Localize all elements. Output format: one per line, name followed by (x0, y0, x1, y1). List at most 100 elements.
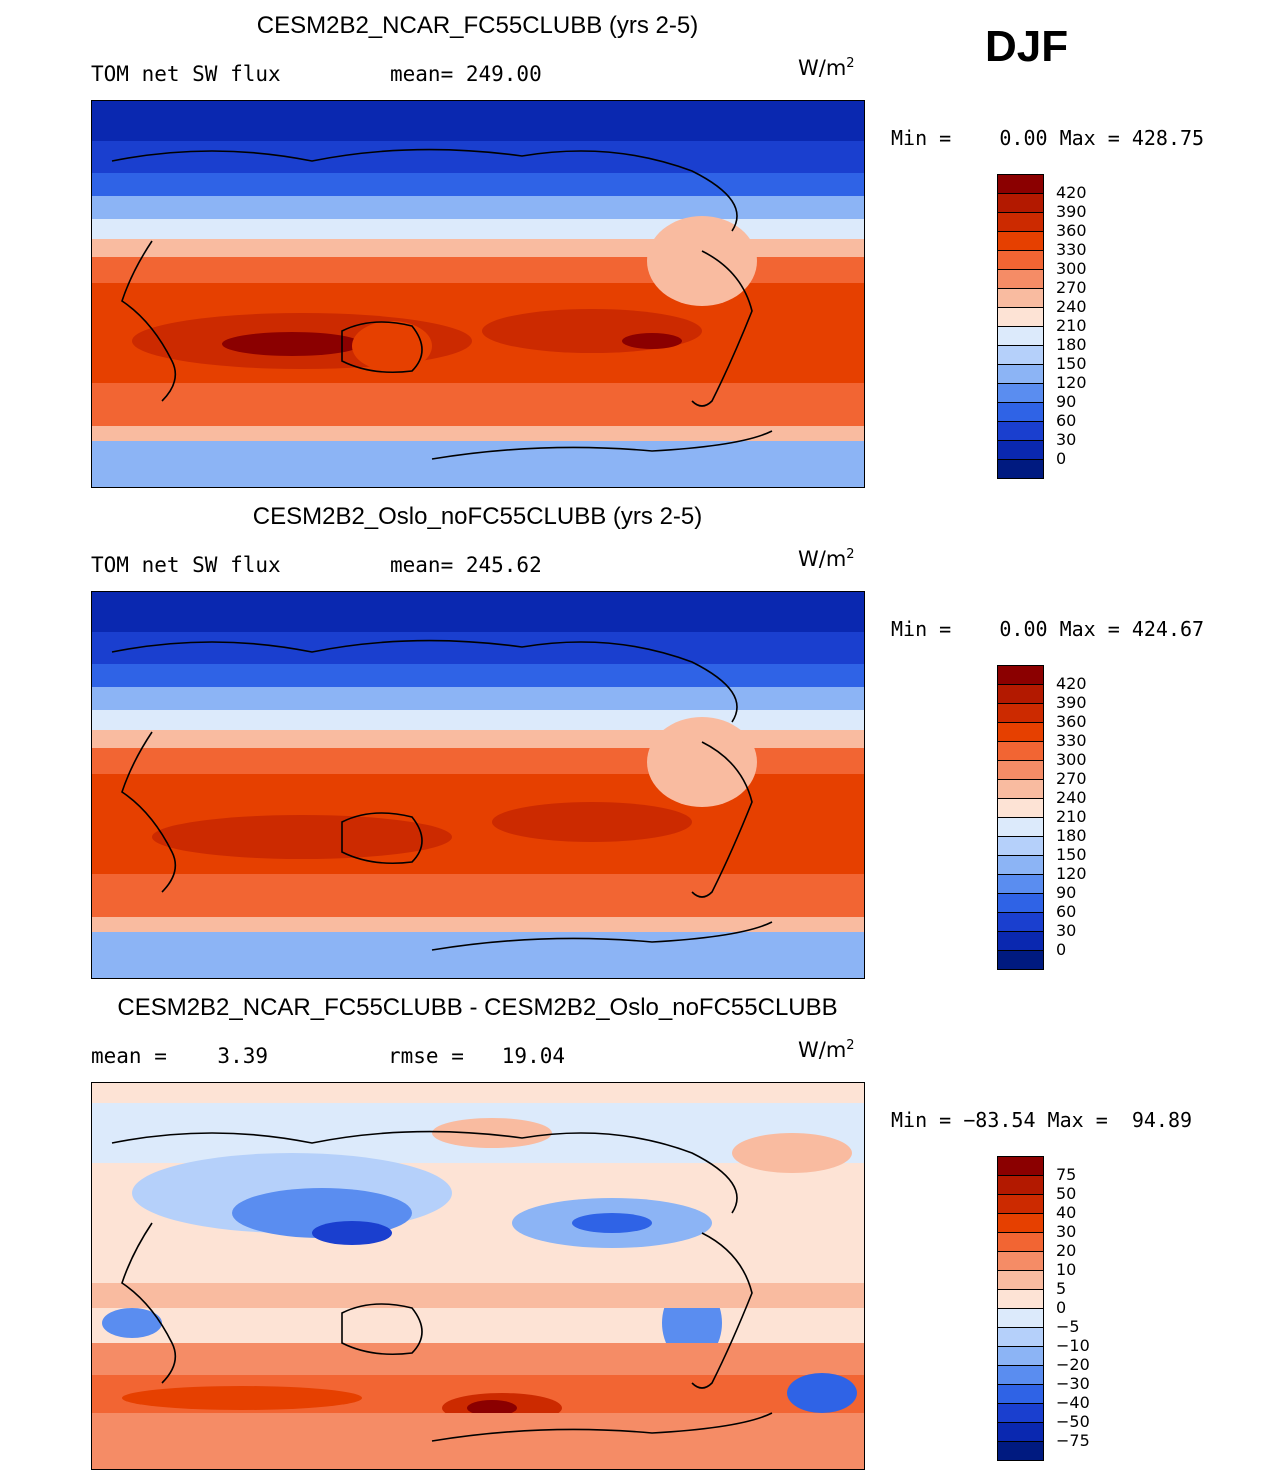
mean-label: mean = 3.39 (91, 1044, 269, 1068)
colorbar-label: 240 (1056, 297, 1087, 316)
colorbar-label: 75 (1056, 1165, 1077, 1184)
colorbar-label: 30 (1056, 921, 1077, 940)
colorbar-box (998, 761, 1043, 780)
variable-label: TOM net SW flux (91, 62, 281, 86)
colorbar-label: 120 (1056, 864, 1087, 883)
colorbar-box (998, 1252, 1043, 1271)
panel-difference: CESM2B2_NCAR_FC55CLUBB - CESM2B2_Oslo_no… (0, 982, 1285, 1472)
colorbar-box (998, 1347, 1043, 1366)
mean-label: mean= 245.62 (390, 553, 542, 577)
map-difference (91, 1082, 865, 1470)
colorbar-box (998, 1385, 1043, 1404)
min-max-label: Min = 0.00 Max = 424.67 (891, 617, 1205, 641)
colorbar-label: 330 (1056, 731, 1087, 750)
colorbar-label: 60 (1056, 411, 1077, 430)
colorbar-label: 180 (1056, 335, 1087, 354)
colorbar-box (998, 346, 1043, 365)
colorbar-box (998, 308, 1043, 327)
panel-title: CESM2B2_Oslo_noFC55CLUBB (yrs 2-5) (252, 503, 703, 530)
colorbar-label: 270 (1056, 278, 1087, 297)
colorbar-box (998, 194, 1043, 213)
colorbar-label: 40 (1056, 1203, 1077, 1222)
colorbar-label: 0 (1056, 940, 1067, 959)
colorbar-box (998, 1366, 1043, 1385)
colorbar-box (998, 1290, 1043, 1309)
colorbar-box (998, 1309, 1043, 1328)
colorbar-box (998, 856, 1043, 875)
units-label: W/m2 (798, 547, 855, 571)
colorbar-label: 300 (1056, 750, 1087, 769)
colorbar-label: 360 (1056, 221, 1087, 240)
colorbar-box (998, 951, 1043, 969)
colorbar-label: −75 (1056, 1431, 1090, 1450)
colorbar-box (998, 1404, 1043, 1423)
variable-label: TOM net SW flux (91, 553, 281, 577)
colorbar-box (998, 837, 1043, 856)
colorbar-label: 420 (1056, 674, 1087, 693)
min-max-label: Min = 0.00 Max = 428.75 (891, 126, 1205, 150)
colorbar-box (998, 403, 1043, 422)
colorbar-box (998, 894, 1043, 913)
colorbar-box (998, 742, 1043, 761)
colorbar-label: −30 (1056, 1374, 1090, 1393)
colorbar-box (998, 384, 1043, 403)
map-ncar (91, 100, 865, 488)
colorbar-box (998, 685, 1043, 704)
colorbar-box (998, 666, 1043, 685)
units-label: W/m2 (798, 56, 855, 80)
colorbar-label: 210 (1056, 316, 1087, 335)
season-label: DJF (985, 22, 1069, 71)
colorbar-label: 390 (1056, 693, 1087, 712)
colorbar-label: 180 (1056, 826, 1087, 845)
rmse-label: rmse = 19.04 (388, 1044, 566, 1068)
colorbar-box (998, 327, 1043, 346)
colorbar-label: 390 (1056, 202, 1087, 221)
colorbar-box (998, 1271, 1043, 1290)
colorbar-box (998, 270, 1043, 289)
colorbar-label: −10 (1056, 1336, 1090, 1355)
colorbar-box (998, 213, 1043, 232)
colorbar-label: 5 (1056, 1279, 1067, 1298)
colorbar-label: 420 (1056, 183, 1087, 202)
colorbar-box (998, 460, 1043, 478)
colorbar-box (998, 441, 1043, 460)
colorbar-box (998, 232, 1043, 251)
colorbar-label: 120 (1056, 373, 1087, 392)
mean-label: mean= 249.00 (390, 62, 542, 86)
panel-ncar: CESM2B2_NCAR_FC55CLUBB (yrs 2-5) TOM net… (0, 0, 1285, 490)
colorbar-label: 210 (1056, 807, 1087, 826)
colorbar-label: 60 (1056, 902, 1077, 921)
colorbar (997, 174, 1044, 479)
colorbar-label: 10 (1056, 1260, 1077, 1279)
colorbar-label: 270 (1056, 769, 1087, 788)
panel-oslo: CESM2B2_Oslo_noFC55CLUBB (yrs 2-5) TOM n… (0, 491, 1285, 981)
colorbar-box (998, 1233, 1043, 1252)
map-oslo (91, 591, 865, 979)
colorbar-box (998, 913, 1043, 932)
colorbar-label: −40 (1056, 1393, 1090, 1412)
colorbar-label: 240 (1056, 788, 1087, 807)
colorbar-label: 360 (1056, 712, 1087, 731)
colorbar-label: 50 (1056, 1184, 1077, 1203)
colorbar-box (998, 723, 1043, 742)
colorbar-box (998, 1157, 1043, 1176)
colorbar-label: 90 (1056, 392, 1077, 411)
colorbar-box (998, 932, 1043, 951)
colorbar-box (998, 818, 1043, 837)
colorbar-label: 0 (1056, 1298, 1067, 1317)
colorbar-label: 150 (1056, 354, 1087, 373)
panel-title: CESM2B2_NCAR_FC55CLUBB (yrs 2-5) (256, 12, 699, 39)
colorbar-box (998, 1176, 1043, 1195)
min-max-label: Min = −83.54 Max = 94.89 (891, 1108, 1193, 1132)
colorbar-label: 90 (1056, 883, 1077, 902)
colorbar-box (998, 1423, 1043, 1442)
colorbar-label: 20 (1056, 1241, 1077, 1260)
colorbar-box (998, 365, 1043, 384)
colorbar-box (998, 1195, 1043, 1214)
colorbar-label: 0 (1056, 449, 1067, 468)
colorbar-label: 30 (1056, 430, 1077, 449)
colorbar-label: −50 (1056, 1412, 1090, 1431)
colorbar-box (998, 1328, 1043, 1347)
colorbar-box (998, 875, 1043, 894)
colorbar-label: 300 (1056, 259, 1087, 278)
